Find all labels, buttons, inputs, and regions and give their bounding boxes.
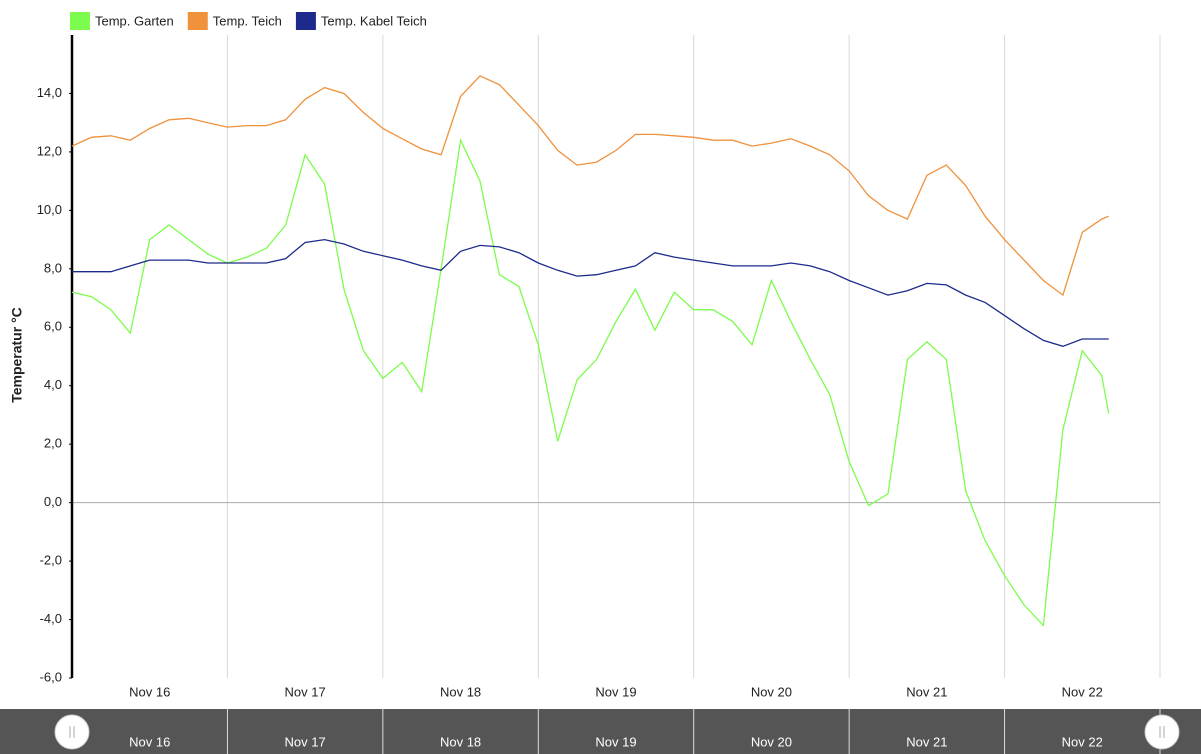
legend-swatch[interactable] <box>295 12 316 30</box>
y-tick-label: 4,0 <box>44 377 62 392</box>
legend-label[interactable]: Temp. Teich <box>213 13 282 28</box>
y-tick-label: -6,0 <box>40 669 62 684</box>
y-tick-label: 10,0 <box>37 202 62 217</box>
y-tick-label: 6,0 <box>44 319 62 334</box>
x-tick-label: Nov 21 <box>906 684 947 699</box>
navigator-label: Nov 20 <box>751 734 792 749</box>
y-tick-label: 8,0 <box>44 260 62 275</box>
y-tick-label: -2,0 <box>40 553 62 568</box>
legend-label[interactable]: Temp. Garten <box>95 13 174 28</box>
legend-label[interactable]: Temp. Kabel Teich <box>321 13 427 28</box>
y-tick-label: -4,0 <box>40 611 62 626</box>
navigator-label: Nov 19 <box>595 734 636 749</box>
series-line <box>71 75 1109 297</box>
navigator-handle[interactable] <box>54 714 90 750</box>
navigator-handle[interactable] <box>1144 714 1180 750</box>
legend-swatch[interactable] <box>187 12 208 30</box>
x-tick-label: Nov 17 <box>285 684 326 699</box>
x-tick-label: Nov 18 <box>440 684 481 699</box>
x-tick-label: Nov 19 <box>595 684 636 699</box>
y-tick-label: 0,0 <box>44 494 62 509</box>
x-tick-label: Nov 22 <box>1062 684 1103 699</box>
navigator[interactable] <box>0 709 1201 754</box>
x-tick-label: Nov 16 <box>129 684 170 699</box>
legend-swatch[interactable] <box>70 12 90 30</box>
x-tick-label: Nov 20 <box>751 684 792 699</box>
series-line <box>71 138 1110 627</box>
navigator-label: Nov 21 <box>906 734 947 749</box>
navigator-label: Nov 16 <box>129 734 170 749</box>
y-tick-label: 12,0 <box>37 143 62 158</box>
y-tick-label: 2,0 <box>44 436 62 451</box>
navigator-label: Nov 22 <box>1062 734 1103 749</box>
y-tick-label: 14,0 <box>37 85 62 100</box>
navigator-label: Nov 17 <box>285 734 326 749</box>
y-axis-title: Temperatur °C <box>9 307 25 403</box>
series-line <box>72 238 1109 347</box>
navigator-label: Nov 18 <box>440 734 481 749</box>
